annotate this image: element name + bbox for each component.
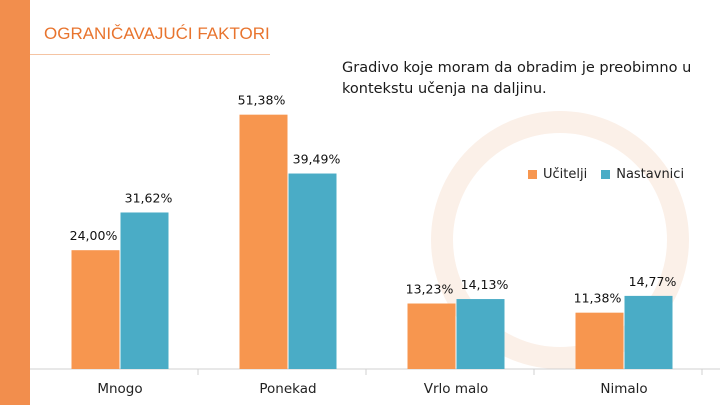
chart-legend: Učitelji Nastavnici (528, 167, 698, 182)
bar-nastavnici-0 (120, 212, 169, 369)
side-accent-bar (0, 0, 30, 405)
data-label-ucitelji-1: 51,38% (238, 93, 286, 108)
x-tick-label-0: Mnogo (97, 381, 142, 397)
legend-item-ucitelji: Učitelji (528, 167, 587, 182)
page-title: OGRANIČAVAJUĆI FAKTORI (44, 24, 270, 43)
data-label-nastavnici-3: 14,77% (629, 274, 677, 289)
bar-ucitelji-3 (575, 312, 624, 369)
data-label-ucitelji-2: 13,23% (406, 282, 454, 297)
bar-ucitelji-2 (407, 303, 456, 369)
legend-swatch-ucitelji (528, 170, 537, 179)
title-tab (30, 14, 270, 55)
legend-label-nastavnici: Nastavnici (616, 167, 685, 182)
legend-swatch-nastavnici (601, 170, 611, 179)
bar-nastavnici-1 (288, 173, 337, 369)
chart-title: Gradivo koje moram da obradim je preobim… (342, 60, 692, 97)
bar-nastavnici-3 (624, 295, 673, 369)
data-label-ucitelji-3: 11,38% (574, 291, 622, 306)
bar-ucitelji-0 (71, 250, 120, 369)
x-tick-label-2: Vrlo malo (424, 381, 489, 397)
bar-ucitelji-1 (239, 114, 288, 369)
data-label-nastavnici-2: 14,13% (461, 277, 509, 292)
bar-nastavnici-2 (456, 299, 505, 369)
data-label-ucitelji-0: 24,00% (70, 228, 118, 243)
legend-label-ucitelji: Učitelji (543, 167, 588, 182)
data-label-nastavnici-0: 31,62% (125, 190, 173, 205)
legend-item-nastavnici: Nastavnici (601, 167, 684, 182)
x-tick-label-1: Ponekad (259, 381, 316, 397)
data-label-nastavnici-1: 39,49% (293, 152, 341, 167)
x-tick-label-3: Nimalo (600, 381, 647, 397)
